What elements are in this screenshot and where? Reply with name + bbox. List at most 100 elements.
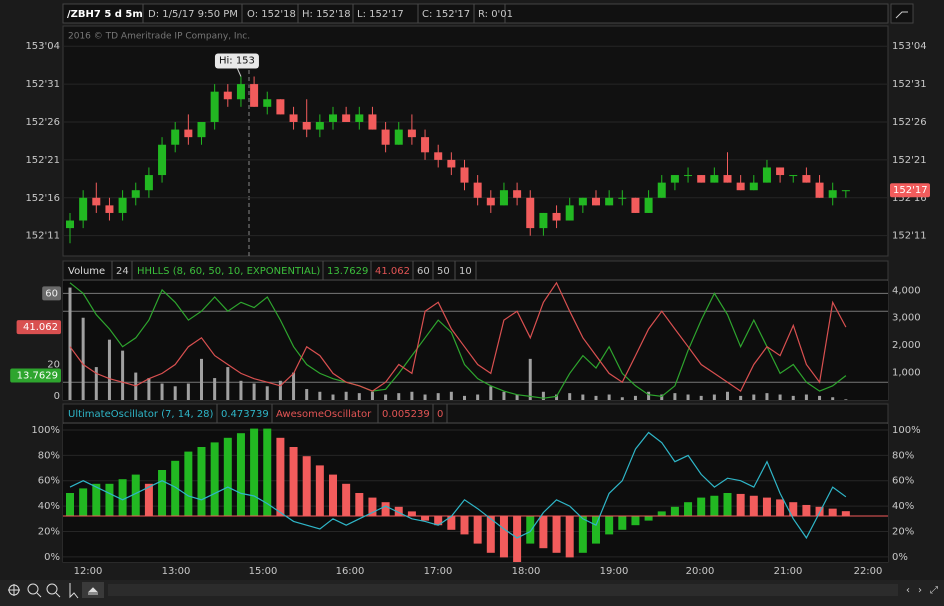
y-tick-label: 80% [892, 450, 914, 461]
ao-bar [421, 516, 430, 521]
expand[interactable]: ⤢ [930, 585, 938, 596]
candle-body [552, 212, 561, 221]
value-bubble [16, 320, 62, 335]
volume-bar [160, 383, 164, 400]
style-button[interactable] [890, 3, 914, 24]
candle-body [118, 197, 127, 213]
volume-bar [581, 394, 585, 400]
candle-body [368, 114, 377, 130]
y-tick-label: 20% [38, 527, 60, 538]
volume-bar [555, 394, 559, 400]
ao-bar [289, 447, 298, 516]
candle-body [407, 129, 416, 138]
volume-bar [686, 394, 690, 400]
ao-bar [578, 516, 587, 553]
volume-bar [226, 367, 230, 400]
y2-tick-label: 0 [54, 391, 60, 402]
ao-bar [565, 516, 574, 558]
ao-bar [394, 506, 403, 516]
ao-bar [513, 516, 522, 562]
scroll-left[interactable]: ‹ [906, 585, 910, 596]
ao-bar [657, 511, 666, 516]
study-line [69, 281, 847, 392]
volume-bar [357, 393, 361, 400]
volume-bar [804, 394, 808, 400]
candle-body [618, 197, 627, 199]
value-bubble-label: 13.7629 [17, 371, 58, 382]
volume-bar [463, 395, 466, 400]
candle-body [223, 91, 232, 100]
y2-tick-label: 20 [47, 359, 60, 370]
y-tick-label: 100% [892, 425, 921, 436]
ao-bar [499, 516, 508, 558]
volume-bar [607, 394, 611, 400]
y-tick-label: 60% [892, 476, 914, 487]
volume-bar [397, 393, 401, 400]
annotation: Hi: 153 [219, 56, 255, 67]
zoom-tools[interactable] [8, 583, 79, 599]
ao-bar [670, 506, 679, 516]
ao-bar [407, 511, 416, 516]
candle-body [473, 182, 482, 198]
volume-bar [765, 393, 769, 400]
candle-body [394, 129, 403, 145]
candle-body [329, 114, 337, 122]
ao-bar [644, 516, 653, 521]
ao-bar [776, 499, 785, 516]
y-tick-label: 152'16 [892, 193, 927, 204]
x-tick-label: 17:00 [424, 566, 453, 577]
volume-bar [489, 386, 493, 400]
ao-bar [789, 502, 798, 516]
scroll-right[interactable]: › [918, 585, 922, 596]
y-tick-label: 40% [892, 501, 914, 512]
y-tick-label: 152'31 [25, 79, 60, 90]
ao-bar [342, 483, 351, 516]
candle-body [131, 190, 140, 198]
volume-bar [660, 394, 664, 400]
watermark: 2016 © TD Ameritrade IP Company, Inc. [68, 32, 250, 42]
ao-bar [223, 437, 232, 516]
quote-bar [62, 3, 889, 24]
level-value: 60 [417, 266, 430, 277]
candle-body [447, 159, 456, 168]
volume-bar [423, 394, 427, 400]
volume-bar [633, 395, 637, 400]
ao-bar [276, 437, 285, 516]
ao-bar [697, 497, 706, 516]
x-tick-label: 12:00 [74, 566, 103, 577]
y-tick-label: 152'26 [892, 117, 927, 128]
volume-bar [528, 358, 532, 400]
ao-bar [302, 456, 311, 516]
ao-bar [79, 488, 88, 516]
volume-bar [476, 394, 480, 400]
candle-body [79, 197, 88, 221]
volume-bar [410, 391, 414, 400]
value-bubble-label: 41.062 [23, 322, 58, 333]
volume-bar [265, 386, 269, 400]
date: D: 1/5/17 9:50 PM [148, 9, 238, 20]
ao-bar [315, 465, 324, 516]
candle-body [841, 190, 850, 192]
volume-bar [278, 380, 282, 400]
x-tick-label: 21:00 [774, 566, 803, 577]
ao-bar [552, 516, 561, 553]
ao-bar [605, 516, 614, 535]
y-tick-label: 152'31 [892, 79, 927, 90]
y-tick-label: 60% [38, 476, 60, 487]
symbol[interactable]: /ZBH7 5 d 5m [67, 9, 143, 20]
candle-body [802, 175, 811, 183]
volume-bar [305, 389, 309, 400]
y-tick-label: 20% [892, 527, 914, 538]
x-tick-label: 20:00 [686, 566, 715, 577]
range: R: 0'01 [478, 9, 513, 20]
volume-bar [186, 383, 190, 400]
volume-bar [344, 391, 348, 400]
volume-bar [213, 378, 217, 400]
candle-body [605, 197, 614, 206]
x-tick-label: 19:00 [600, 566, 629, 577]
ao-bar [828, 508, 837, 516]
ao-title: AwesomeOscillator [276, 409, 372, 420]
ao-bar [197, 447, 206, 516]
scrollbar[interactable] [108, 584, 898, 596]
volume-bar [252, 383, 256, 400]
